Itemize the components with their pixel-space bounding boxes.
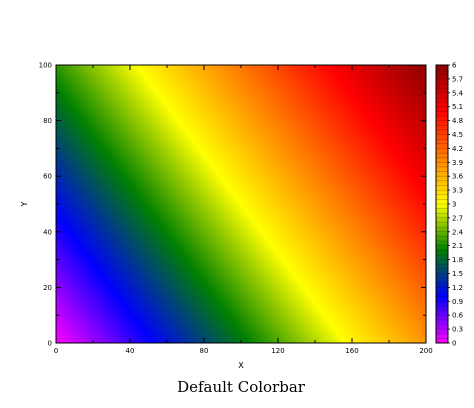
- colorbar-tick-label: 5.7: [452, 75, 463, 83]
- x-tick-label: 200: [419, 347, 432, 355]
- colorbar-tick-label: 3.6: [452, 173, 464, 181]
- colorbar-tick-label: 3.3: [452, 187, 463, 195]
- x-tick-label: 160: [345, 347, 358, 355]
- x-tick-label: 80: [200, 347, 209, 355]
- chart-title: Default Colorbar: [177, 378, 306, 396]
- y-tick-label: 60: [43, 173, 52, 181]
- y-axis-label: Y: [20, 201, 29, 207]
- colorbar-tick-label: 5.4: [452, 89, 464, 97]
- x-axis-label: X: [238, 361, 244, 370]
- heatmap-field: [56, 65, 426, 343]
- colorbar-tick-label: 4.2: [452, 145, 463, 153]
- colorbar-tick-label: 2.1: [452, 242, 463, 250]
- colorbar-tick-label: 3.9: [452, 159, 463, 167]
- colorbar-tick-label: 2.4: [452, 228, 464, 236]
- colorbar-fill: [436, 65, 448, 343]
- x-tick-label: 40: [126, 347, 135, 355]
- y-tick-label: 20: [43, 284, 52, 292]
- x-tick-label: 0: [54, 347, 58, 355]
- colorbar-tick-label: 0.6: [452, 312, 464, 320]
- colorbar: 0 0.3 0.6 0.9 1.2 1.5 1.8 2.1 2.4 2.7 3 3.3 3.6 3.9 4.…: [435, 62, 464, 348]
- y-axis-ticks: 0 20 40 60 80 100: [39, 62, 426, 348]
- y-tick-label: 40: [43, 228, 52, 236]
- colorbar-tick-label: 1.2: [452, 284, 463, 292]
- colorbar-tick-label: 6: [452, 62, 457, 70]
- colorbar-tick-label: 3: [452, 201, 456, 209]
- x-axis-ticks: 0 40 80 120 160 200: [54, 65, 433, 355]
- colorbar-tick-label: 0.3: [452, 326, 463, 334]
- plot-area: 0 40 80 120 160 200 0 20 40 60 80 100: [39, 62, 433, 356]
- y-tick-label: 80: [43, 117, 52, 125]
- colorbar-tick-label: 4.8: [452, 117, 463, 125]
- colorbar-tick-label: 1.5: [452, 270, 463, 278]
- colorbar-tick-label: 0: [452, 340, 456, 348]
- y-tick-label: 0: [48, 340, 52, 348]
- colorbar-level-lines: [436, 69, 448, 339]
- colorbar-tick-label: 5.1: [452, 103, 463, 111]
- x-tick-label: 120: [271, 347, 284, 355]
- colorbar-tick-labels: 0 0.3 0.6 0.9 1.2 1.5 1.8 2.1 2.4 2.7 3 3.3 3.6 3.9 4.…: [448, 62, 464, 348]
- colorbar-tick-label: 0.9: [452, 298, 463, 306]
- colorbar-tick-label: 1.8: [452, 256, 463, 264]
- colorbar-tick-label: 4.5: [452, 131, 463, 139]
- y-tick-label: 100: [39, 62, 52, 70]
- colorbar-tick-label: 2.7: [452, 214, 463, 222]
